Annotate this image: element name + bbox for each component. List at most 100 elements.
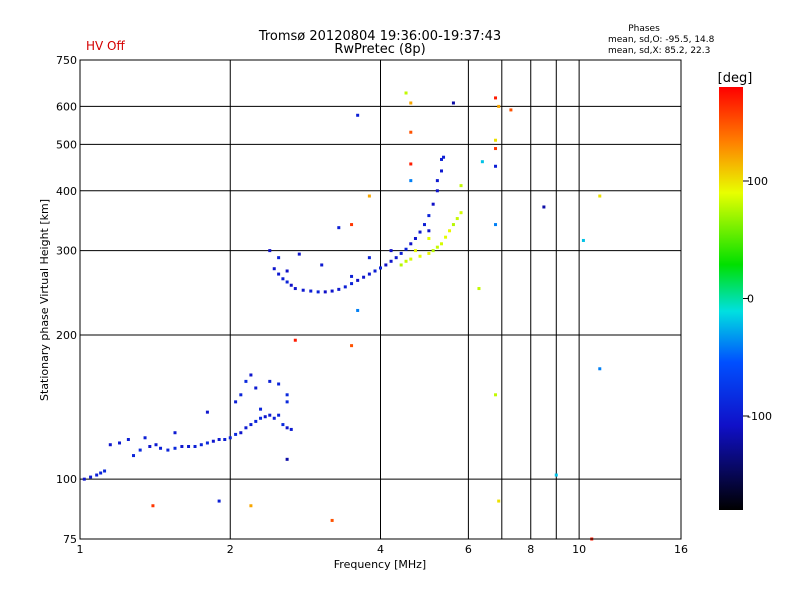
data-point xyxy=(418,230,422,234)
colorbar-label: [deg] xyxy=(718,71,753,86)
data-point xyxy=(187,444,191,448)
data-point xyxy=(509,108,513,112)
data-point xyxy=(293,338,297,342)
data-point xyxy=(330,518,334,522)
data-point xyxy=(277,256,281,260)
data-point xyxy=(205,441,209,445)
x-tick-label: 1 xyxy=(77,543,84,556)
data-point xyxy=(440,169,444,173)
data-point xyxy=(494,393,498,397)
data-point xyxy=(367,272,371,276)
data-points xyxy=(82,91,602,541)
data-point xyxy=(409,162,413,166)
data-point xyxy=(494,164,498,168)
plot-frame xyxy=(79,59,682,540)
data-point xyxy=(598,367,602,371)
data-point xyxy=(427,229,431,233)
data-point xyxy=(422,223,426,227)
data-point xyxy=(118,441,122,445)
data-point xyxy=(427,236,431,240)
data-point xyxy=(126,438,130,442)
data-point xyxy=(173,446,177,450)
data-point xyxy=(205,410,209,414)
data-point xyxy=(254,386,258,390)
data-point xyxy=(272,416,276,420)
data-point xyxy=(316,290,320,294)
data-point xyxy=(554,473,558,477)
data-point xyxy=(239,393,243,397)
data-point xyxy=(379,266,382,270)
data-point xyxy=(268,379,272,383)
data-point xyxy=(440,242,444,246)
data-point xyxy=(234,432,238,436)
data-point xyxy=(277,382,281,386)
data-point xyxy=(259,416,263,420)
data-point xyxy=(254,419,258,423)
data-point xyxy=(82,477,86,481)
data-point xyxy=(494,147,498,151)
data-point xyxy=(249,423,253,427)
data-point xyxy=(356,113,360,117)
data-point xyxy=(409,130,413,134)
data-point xyxy=(413,249,417,253)
data-point xyxy=(494,223,498,227)
chart-subtitle: RwPretec (8p) xyxy=(334,42,425,57)
data-point xyxy=(281,277,285,281)
data-point xyxy=(159,446,163,450)
data-point xyxy=(289,427,293,431)
data-point xyxy=(193,444,197,448)
data-point xyxy=(309,289,313,293)
data-point xyxy=(409,242,413,246)
data-point xyxy=(301,288,305,292)
data-point xyxy=(285,280,289,284)
data-point xyxy=(480,160,484,164)
data-point xyxy=(148,444,152,448)
data-point xyxy=(435,245,439,249)
data-point xyxy=(297,252,301,256)
data-point xyxy=(497,104,501,108)
data-point xyxy=(427,214,431,218)
data-point xyxy=(404,91,408,95)
data-point xyxy=(108,443,112,447)
data-point xyxy=(373,269,377,273)
data-point xyxy=(228,436,232,440)
y-tick-label: 500 xyxy=(56,138,77,151)
chart-title: Tromsø 20120804 19:36:00-19:37:43 xyxy=(258,29,501,44)
data-point xyxy=(244,426,248,430)
data-point xyxy=(337,226,341,230)
data-point xyxy=(542,205,546,209)
data-point xyxy=(451,101,455,105)
data-point xyxy=(293,287,297,291)
data-point xyxy=(285,393,289,397)
y-tick-label: 75 xyxy=(63,533,77,546)
x-tick-label: 4 xyxy=(377,543,384,556)
data-point xyxy=(435,189,439,193)
colorbar-tick-label: 0 xyxy=(747,293,754,306)
data-point xyxy=(356,308,360,312)
data-point xyxy=(494,96,498,100)
data-point xyxy=(249,373,253,377)
data-point xyxy=(362,275,366,279)
data-point xyxy=(263,415,267,419)
data-point xyxy=(154,443,158,447)
data-point xyxy=(367,194,371,198)
x-axis-ticks: 1 2 4 6 8 10 16 xyxy=(77,543,689,556)
colorbar-tick-label: -100 xyxy=(747,410,772,423)
phases-header: Phases xyxy=(628,24,660,34)
data-point xyxy=(132,454,136,458)
y-tick-label: 100 xyxy=(56,473,77,486)
data-point xyxy=(277,413,281,417)
data-point xyxy=(337,287,341,291)
y-tick-label: 300 xyxy=(56,245,77,258)
data-point xyxy=(494,138,498,142)
data-point xyxy=(427,251,431,255)
phases-o-stats: mean, sd,O: -95.5, 14.8 xyxy=(608,35,715,45)
data-point xyxy=(285,269,289,273)
data-point xyxy=(95,473,99,477)
data-point xyxy=(151,504,155,508)
data-point xyxy=(289,283,293,287)
data-point xyxy=(281,423,285,427)
data-point xyxy=(99,471,103,475)
data-point xyxy=(268,413,272,417)
data-point xyxy=(431,202,435,206)
